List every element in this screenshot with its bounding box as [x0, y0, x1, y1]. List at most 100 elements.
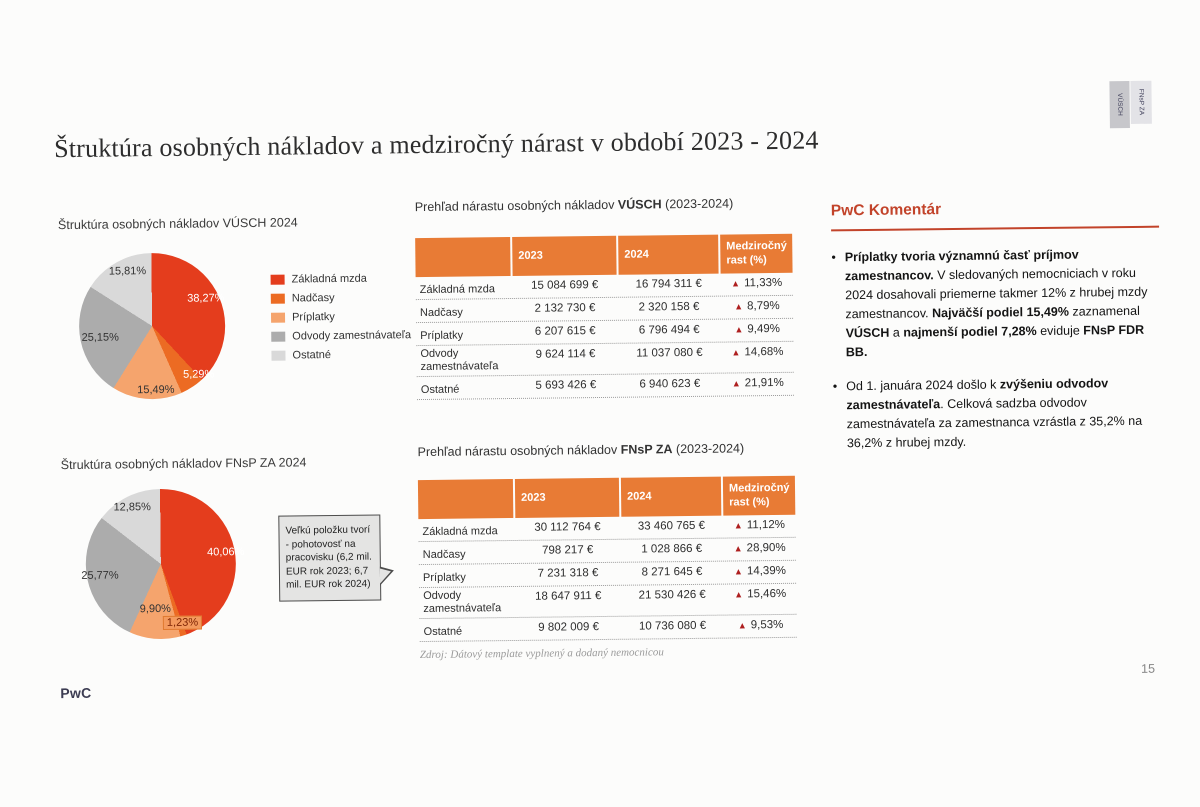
callout-note: Veľkú položku tvorí - pohotovosť na prac…: [278, 514, 382, 602]
text-segment: VÚSCH: [617, 197, 662, 212]
legend-label: Ostatné: [292, 349, 332, 362]
pie-slice-label: 9,90%: [139, 602, 172, 616]
increase-triangle-icon: ▲: [734, 324, 744, 335]
legend-color-swatch: [271, 350, 286, 361]
value-2023: 15 084 699 €: [531, 279, 599, 292]
pie-chart-title-fnsp-za: Štruktúra osobných nákladov FNsP ZA 2024: [60, 455, 307, 473]
increase-triangle-icon: ▲: [733, 520, 743, 531]
pie-slice-label: 5,29%: [183, 368, 215, 381]
text-segment: eviduje: [1036, 323, 1084, 339]
row-label: Nadčasy: [419, 306, 463, 319]
text-segment: Od 1. januára 2024 došlo k: [846, 377, 1000, 394]
text-segment: FNsP ZA: [620, 442, 673, 457]
value-2023: 5 693 426 €: [535, 379, 597, 393]
value-2024: 33 460 765 €: [637, 519, 706, 533]
increase-triangle-icon: ▲: [734, 589, 744, 600]
table-header-cell: [417, 478, 514, 520]
comment-bullet: • Príplatky tvoria významnú časť príjmov…: [831, 245, 1160, 363]
value-2024: 2 320 158 €: [638, 300, 700, 314]
row-label: Nadčasy: [422, 548, 466, 561]
value-2023: 9 802 009 €: [538, 621, 600, 635]
growth-cell: ▲ 28,90%: [733, 541, 786, 555]
increase-triangle-icon: ▲: [731, 378, 741, 389]
table-row: Ostatné 5 693 426 € 6 940 623 € ▲ 21,91%: [416, 373, 794, 401]
value-2023: 7 231 318 €: [537, 567, 599, 580]
legend-item: Ostatné: [271, 348, 411, 362]
text-segment: Najväčší podiel 15,49%: [931, 304, 1070, 321]
increase-triangle-icon: ▲: [737, 620, 747, 631]
pie-slice-label: 25,77%: [81, 569, 119, 582]
value-2023: 2 132 730 €: [534, 302, 596, 315]
table-header-cell: 2023: [512, 235, 617, 276]
table-header-cell: Medziročný rast (%): [722, 475, 796, 516]
table-title-vusch: Prehľad nárastu osobných nákladov VÚSCH …: [415, 196, 792, 216]
row-label: Základná mzda: [419, 282, 496, 296]
pie-slice-label: 12,85%: [113, 501, 151, 514]
growth-cell: ▲ 14,68%: [731, 345, 784, 359]
pie-slice-label: 15,81%: [108, 265, 147, 278]
growth-cell: ▲ 11,33%: [731, 276, 783, 290]
text-segment: a: [889, 325, 904, 340]
page-number: 15: [1141, 661, 1156, 676]
legend-color-swatch: [270, 293, 285, 304]
growth-cell: ▲ 8,79%: [734, 299, 780, 313]
table-body: Základná mzda 15 084 699 €16 794 311 € ▲ 11…: [415, 272, 794, 401]
increase-triangle-icon: ▲: [734, 301, 744, 312]
legend-color-swatch: [270, 274, 285, 285]
pie-slice-label: 40,06%: [206, 546, 245, 559]
table-body: Základná mzda 30 112 764 € 33 460 765 € ▲ 11…: [418, 514, 797, 643]
value-2023: 798 217 €: [542, 544, 594, 557]
text-segment: Prehľad nárastu osobných nákladov: [417, 442, 621, 460]
value-2024: 6 796 494 €: [638, 323, 700, 337]
table-header-cell: Medziročný rast (%): [720, 233, 793, 274]
growth-cell: ▲ 9,49%: [734, 322, 781, 336]
bullet-icon: •: [831, 250, 836, 265]
value-2024: 16 794 311 €: [635, 277, 702, 291]
value-2024: 10 736 080 €: [638, 620, 707, 633]
legend-item: Príplatky: [270, 310, 411, 324]
table-header-cell: 2024: [620, 476, 722, 517]
legend-item: Nadčasy: [270, 291, 411, 305]
row-label: Ostatné: [423, 625, 463, 639]
growth-cell: ▲ 14,39%: [733, 564, 786, 578]
legend-item: Základná mzda: [270, 272, 411, 286]
value-2024: 1 028 866 €: [641, 542, 703, 556]
comment-text: Príplatky tvoria významnú časť príjmov z…: [845, 245, 1161, 363]
table-header-cell: 2024: [618, 234, 719, 275]
legend-color-swatch: [270, 312, 286, 323]
row-label: Príplatky: [420, 329, 464, 342]
text-segment: (2023-2024): [672, 441, 745, 457]
legend-label: Nadčasy: [291, 292, 335, 305]
text-segment: zaznamenal: [1068, 303, 1140, 319]
value-2024: 11 037 080 €: [636, 346, 703, 360]
growth-cell: ▲ 11,12%: [733, 518, 786, 532]
page-title: Štruktúra osobných nákladov a medziročný…: [53, 125, 819, 164]
comment-bullet-list: • Príplatky tvoria významnú časť príjmov…: [831, 245, 1161, 454]
increase-triangle-icon: ▲: [731, 278, 741, 289]
value-2024: 21 530 426 €: [638, 588, 706, 602]
table-header-cell: [415, 237, 511, 278]
pie-section-vusch: Štruktúra osobných nákladov VÚSCH 2024 3…: [57, 210, 411, 429]
table-fnsp-za: Prehľad nárastu osobných nákladov FNsP Z…: [417, 441, 797, 662]
value-2024: 6 940 623 €: [639, 378, 701, 391]
side-tab-fnsp-za: FNsP ZA: [1130, 80, 1152, 124]
comment-text: Od 1. januára 2024 došlo k zvýšeniu odvo…: [846, 374, 1161, 454]
growth-cell: ▲ 15,46%: [734, 587, 787, 601]
legend-label: Odvody zamestnávateľa: [292, 329, 412, 343]
table-header-row: 2023 2024 Medziročný rast (%): [415, 233, 793, 278]
pwc-logo: PwC: [60, 684, 92, 702]
table-header-row: 2023 2024 Medziročný rast (%): [417, 475, 796, 520]
table-row: Odvody zamestnávateľa 18 647 911 € 21 530 …: [419, 583, 797, 620]
text-segment: VÚSCH: [845, 325, 890, 341]
comment-bullet: • Od 1. januára 2024 došlo k zvýšeniu od…: [833, 374, 1162, 454]
legend-label: Základná mzda: [291, 272, 367, 286]
pie-chart-title-vusch: Štruktúra osobných nákladov VÚSCH 2024: [57, 215, 298, 233]
table-header-cell: 2023: [514, 477, 620, 518]
pie-slice-label: 15,49%: [137, 383, 175, 397]
table-row: Ostatné 9 802 009 € 10 736 080 € ▲ 9,53%: [419, 615, 797, 643]
section-side-tabs: VÚSCH FNsP ZA: [1109, 80, 1152, 129]
pie-section-fnsp-za: Štruktúra osobných nákladov FNsP ZA 2024…: [61, 450, 408, 669]
row-label: Ostatné: [420, 383, 460, 397]
source-note: Zdroj: Dátový template vyplnený a dodaný…: [419, 646, 664, 662]
